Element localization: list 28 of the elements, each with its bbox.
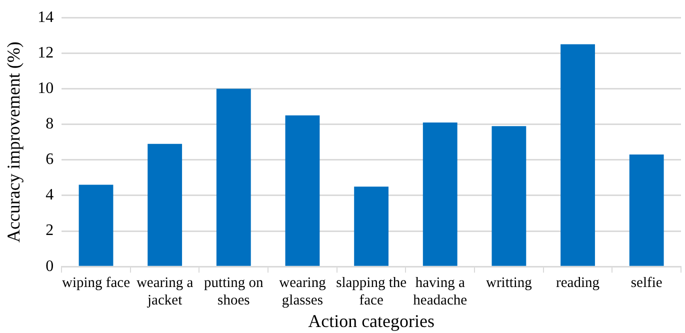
y-tick-label: 14 — [38, 8, 54, 26]
bar — [560, 44, 595, 266]
bar — [354, 186, 389, 266]
bar — [216, 88, 251, 266]
y-tick-label: 0 — [46, 258, 54, 275]
y-tick-label: 8 — [46, 116, 54, 133]
bar — [629, 154, 664, 266]
x-tick-label: putting on shoes — [204, 275, 264, 309]
y-axis-title: Accuracy improvement (%) — [4, 42, 24, 243]
y-tick-label: 10 — [38, 80, 54, 97]
x-tick-label: wearing glasses — [279, 275, 326, 309]
x-tick-label: wearing a jacket — [136, 275, 194, 309]
bar — [285, 115, 320, 266]
x-tick-label: reading — [556, 275, 600, 292]
bar — [78, 184, 114, 266]
x-tick-label: selfie — [630, 275, 662, 292]
y-tick-label: 2 — [46, 222, 54, 240]
bar — [492, 126, 526, 266]
y-tick-label: 12 — [38, 44, 54, 62]
x-tick-label: slapping the face — [336, 275, 407, 309]
bar — [422, 122, 458, 266]
y-tick-label: 4 — [46, 186, 54, 204]
y-tick-label: 6 — [46, 151, 54, 168]
bar — [148, 144, 182, 266]
x-tick-label: wiping face — [62, 275, 130, 292]
x-tick-label: having a headache — [413, 275, 468, 309]
x-axis-title: Action categories — [308, 310, 435, 331]
x-tick-label: writting — [486, 275, 532, 292]
